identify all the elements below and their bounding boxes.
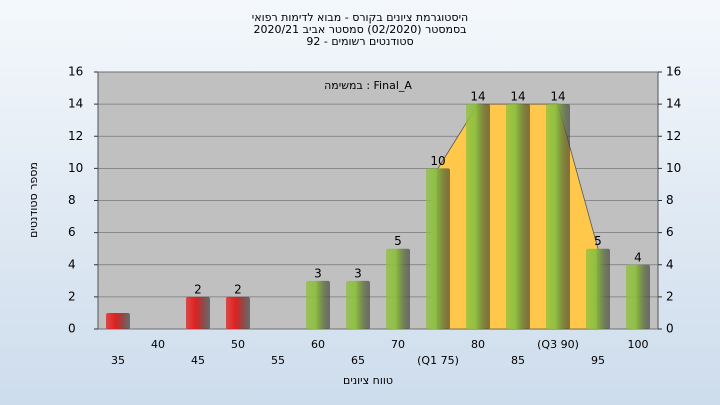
- y-tick-label: 4: [68, 257, 76, 271]
- x-tick-label: 35: [111, 354, 125, 367]
- value-label: 10: [430, 154, 445, 168]
- y2-tick-label: 10: [666, 161, 681, 175]
- y-axis-label: מספר סטודנטים: [27, 162, 40, 238]
- value-label: 14: [550, 90, 565, 104]
- x-tick-label: 45: [191, 354, 205, 367]
- value-label: 5: [594, 234, 602, 248]
- y-tick-label: 10: [68, 161, 83, 175]
- x-tick-label: 55: [271, 354, 285, 367]
- bar: [546, 104, 570, 329]
- value-label: 14: [470, 90, 485, 104]
- x-tick-label: 50: [231, 338, 245, 351]
- bar: [506, 104, 530, 329]
- x-tick-label: 40: [151, 338, 165, 351]
- y-tick-label: 16: [68, 65, 83, 79]
- bar: [586, 248, 610, 329]
- y2-tick-label: 2: [666, 289, 674, 303]
- value-label: 2: [234, 282, 242, 296]
- value-label: 14: [510, 90, 525, 104]
- value-label: 3: [354, 266, 362, 280]
- value-label: 5: [394, 234, 402, 248]
- y-tick-label: 6: [68, 225, 76, 239]
- y-tick-label: 12: [68, 129, 83, 143]
- value-label: 2: [194, 282, 202, 296]
- bar: [386, 248, 410, 329]
- x-axis-label: טווח ציונים: [343, 374, 393, 387]
- x-tick-label: 100: [628, 338, 649, 351]
- y2-tick-label: 14: [666, 97, 681, 111]
- x-tick-label: 95: [591, 354, 605, 367]
- y2-tick-label: 8: [666, 193, 674, 207]
- bar: [466, 104, 490, 329]
- y2-tick-label: 0: [666, 322, 674, 336]
- bar: [626, 264, 650, 329]
- x-tick-label: (Q1 75): [417, 354, 459, 367]
- x-tick-label: (Q3 90): [537, 338, 579, 351]
- y-tick-label: 8: [68, 193, 76, 207]
- y-tick-label: 0: [68, 322, 76, 336]
- title-line: סטודנטים רשומים - 92: [306, 35, 413, 48]
- title-line: היסטוגרמת ציונים בקורס - מבוא לדימות רפו…: [252, 11, 468, 24]
- y2-tick-label: 16: [666, 65, 681, 79]
- bar: [106, 312, 130, 329]
- x-tick-label: 70: [391, 338, 405, 351]
- x-tick-label: 65: [351, 354, 365, 367]
- bar: [306, 280, 330, 329]
- y-tick-label: 2: [68, 289, 76, 303]
- x-tick-label: 85: [511, 354, 525, 367]
- bar: [346, 280, 370, 329]
- bar: [186, 296, 210, 329]
- y-tick-label: 14: [68, 97, 83, 111]
- value-label: 4: [634, 250, 642, 264]
- title-line: בסמסטר (02/2020) סמסטר אביב 2020/21: [253, 23, 466, 36]
- bar: [426, 168, 450, 329]
- bar: [226, 296, 250, 329]
- x-tick-label: 60: [311, 338, 325, 351]
- y2-tick-label: 4: [666, 257, 674, 271]
- annotation: במשימה : Final_A: [324, 79, 412, 92]
- y2-tick-label: 12: [666, 129, 681, 143]
- value-label: 3: [314, 266, 322, 280]
- y2-tick-label: 6: [666, 225, 674, 239]
- x-tick-label: 80: [471, 338, 485, 351]
